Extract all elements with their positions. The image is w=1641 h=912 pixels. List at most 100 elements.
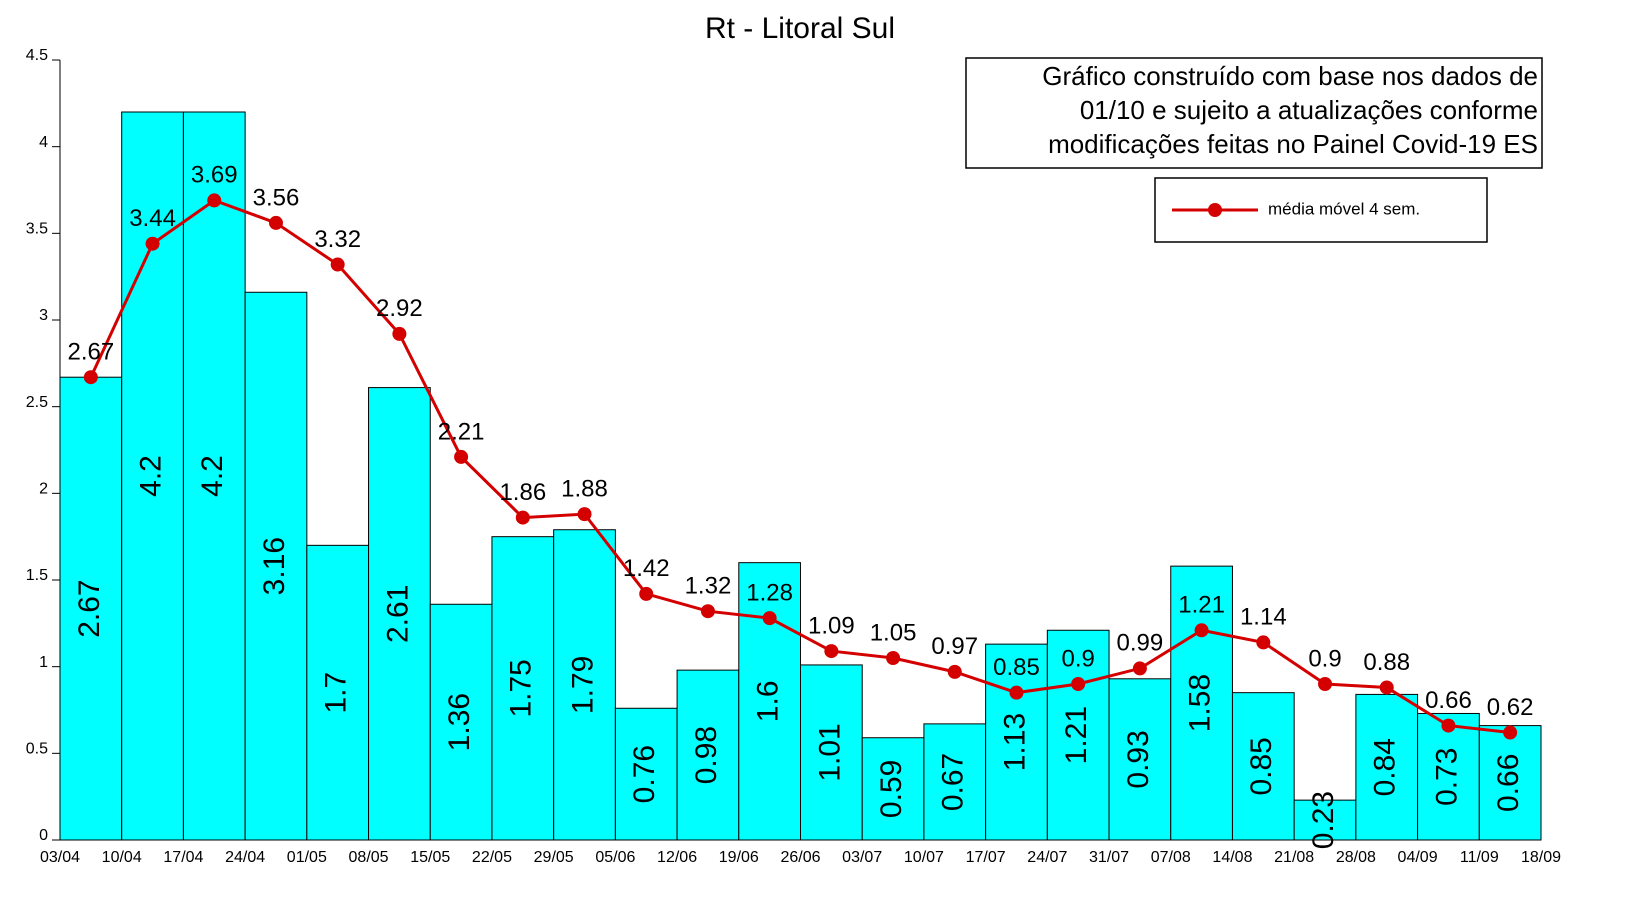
point-label: 1.42 (623, 555, 670, 582)
point-label: 1.14 (1240, 604, 1287, 631)
point-label: 0.62 (1487, 694, 1534, 721)
x-tick-label: 24/07 (1027, 849, 1067, 866)
point-label: 1.28 (746, 579, 793, 606)
bar (553, 529, 616, 841)
marker (1009, 685, 1024, 700)
point-label: 0.97 (931, 633, 978, 660)
bar-label: 0.67 (937, 753, 970, 811)
marker (886, 651, 901, 665)
point-label: 1.21 (1178, 592, 1225, 619)
bar (1231, 692, 1295, 841)
bar-label: 2.67 (73, 579, 106, 637)
bar (182, 111, 246, 841)
bar-label: 1.58 (1184, 674, 1217, 732)
legend-marker (1208, 203, 1222, 217)
bar-label: 4.2 (134, 455, 167, 497)
chart-title: Rt - Litoral Sul (705, 12, 895, 45)
bar (614, 707, 678, 841)
bar-label: 0.85 (1245, 737, 1278, 795)
point-label: 3.32 (314, 226, 361, 253)
y-tick-label: 0.5 (26, 741, 48, 758)
legend-label: média móvel 4 sem. (1268, 199, 1420, 218)
x-tick-label: 04/09 (1398, 849, 1438, 866)
marker (83, 370, 98, 385)
bar-label: 1.79 (566, 656, 599, 714)
x-tick-label: 28/08 (1336, 849, 1376, 866)
bar (1478, 725, 1542, 841)
y-tick-label: 2 (39, 481, 48, 498)
bar-label: 1.01 (813, 723, 846, 781)
point-label: 0.66 (1425, 687, 1472, 714)
marker (268, 215, 283, 230)
bar-label: 4.2 (196, 455, 229, 497)
bar (368, 387, 431, 841)
marker (1132, 661, 1147, 676)
bar (1170, 565, 1233, 841)
point-label: 3.56 (253, 184, 300, 211)
marker (515, 510, 530, 525)
point-label: 0.88 (1363, 649, 1410, 676)
marker (392, 326, 407, 341)
x-tick-label: 12/06 (657, 849, 697, 866)
x-tick-label: 10/07 (904, 849, 944, 866)
x-tick-label: 19/06 (719, 849, 759, 866)
bar-label: 1.6 (752, 680, 785, 722)
line (89, 198, 1511, 735)
bar-label: 1.7 (320, 672, 353, 714)
bar (491, 536, 555, 841)
marker (1256, 635, 1271, 650)
y-tick-label: 4.5 (26, 47, 48, 64)
y-tick-label: 1 (39, 654, 48, 671)
point-label: 1.05 (870, 619, 917, 646)
annotation-box (965, 57, 1543, 169)
point-label: 2.92 (376, 295, 423, 322)
marker (454, 449, 469, 464)
x-tick-label: 24/04 (225, 849, 265, 866)
bar (985, 643, 1048, 841)
x-tick-label: 08/05 (349, 849, 389, 866)
marker (207, 193, 222, 208)
annotation-line: 01/10 e sujeito a atualizações conforme (1080, 95, 1538, 125)
point-label: 0.9 (1062, 645, 1095, 672)
x-tick-label: 31/07 (1089, 849, 1129, 866)
bar-label: 1.36 (443, 693, 476, 751)
point-label: 3.69 (191, 162, 238, 189)
marker (700, 604, 715, 619)
point-label: 3.44 (129, 205, 176, 232)
bar-label: 1.21 (1060, 706, 1093, 764)
annotation-line: modificações feitas no Painel Covid-19 E… (1048, 129, 1538, 159)
x-tick-label: 05/06 (595, 849, 635, 866)
bar (1355, 693, 1419, 841)
y-tick-label: 2.5 (26, 394, 48, 411)
bar-label: 2.61 (381, 585, 414, 643)
bar (429, 603, 493, 841)
marker (1441, 718, 1456, 733)
bar-label: 3.16 (258, 537, 291, 595)
annotation-line: Gráfico construído com base nos dados de (1042, 61, 1538, 91)
x-tick-label: 17/07 (966, 849, 1006, 866)
y-tick-label: 0 (39, 827, 48, 844)
bar-label: 1.13 (998, 713, 1031, 771)
point-label: 1.09 (808, 612, 855, 639)
bar-label: 0.93 (1122, 730, 1155, 788)
x-tick-label: 17/04 (163, 849, 203, 866)
marker (1503, 725, 1518, 740)
marker (577, 507, 592, 522)
marker (762, 611, 777, 626)
x-tick-label: 10/04 (102, 849, 142, 866)
x-tick-label: 21/08 (1274, 849, 1314, 866)
marker (1318, 677, 1333, 691)
bar-label: 0.84 (1369, 738, 1402, 796)
marker (947, 664, 962, 679)
bar-label: 0.59 (875, 760, 908, 818)
marker (824, 644, 839, 659)
x-tick-label: 01/05 (287, 849, 327, 866)
point-label: 1.32 (685, 573, 732, 600)
x-tick-label: 07/08 (1151, 849, 1191, 866)
y-tick-label: 1.5 (26, 567, 48, 584)
point-label: 1.86 (499, 479, 546, 506)
point-label: 0.85 (993, 654, 1040, 681)
bar (738, 562, 802, 841)
bar-label: 0.76 (628, 745, 661, 803)
